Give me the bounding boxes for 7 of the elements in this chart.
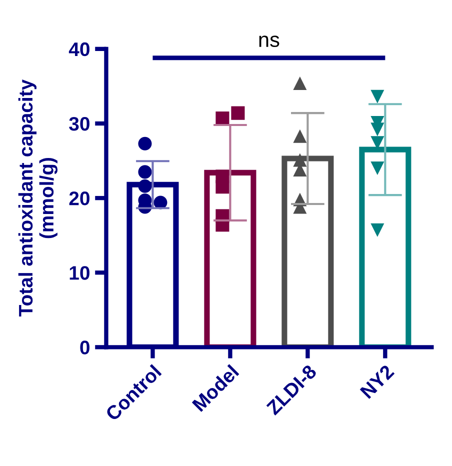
y-tick-label: 10 — [70, 266, 90, 280]
y-axis-title: Total antioxidant capacity (mmol/g) — [18, 79, 58, 316]
y-tick-label: 0 — [80, 340, 90, 354]
text: ns — [259, 36, 280, 48]
y-tick-label: 20 — [69, 192, 90, 206]
y-tick-label: 40 — [68, 42, 90, 56]
y-tick-label: 30 — [69, 116, 90, 131]
